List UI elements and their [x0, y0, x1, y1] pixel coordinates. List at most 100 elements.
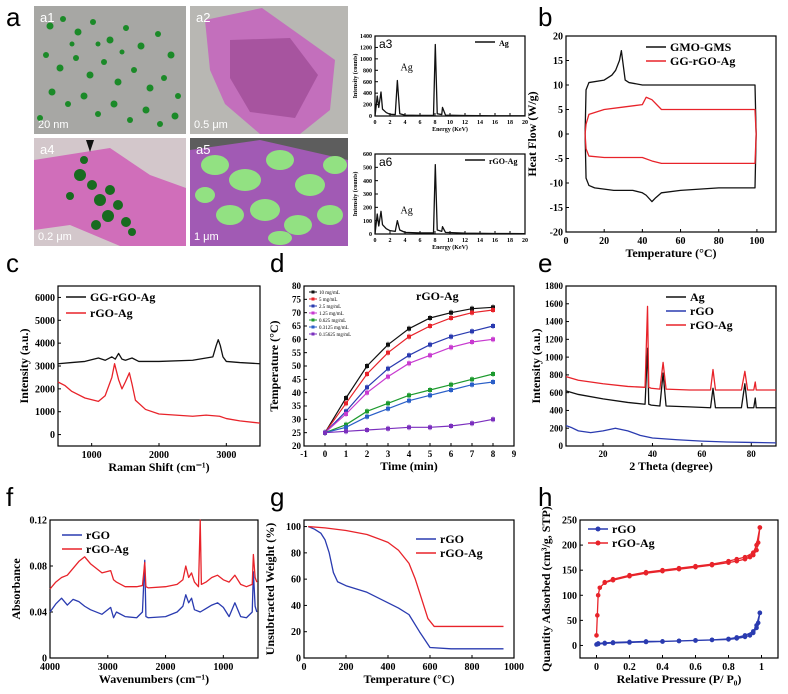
x-axis-label: Time (min): [380, 459, 437, 473]
legend-entry: 1.25 mg/mL: [319, 312, 344, 317]
legend-entry: 10 mg/mL: [319, 291, 340, 296]
legend-marker: [311, 332, 315, 336]
micrograph-scale-a4: 0.2 μm: [38, 231, 72, 243]
data-point: [734, 556, 740, 562]
y-tick-label: 500: [363, 165, 372, 171]
x-tick-label: 0: [323, 449, 328, 459]
y-tick-label: 200: [550, 423, 564, 433]
y-axis-label: Temperature (°C): [267, 320, 281, 411]
x-tick-label: 2: [389, 120, 392, 126]
y-tick-label: 75: [292, 294, 302, 304]
x-tick-label: 12: [462, 238, 468, 244]
legend-entry: 2.5 mg/mL: [319, 305, 341, 310]
y-tick-label: 20: [291, 627, 301, 638]
y-tick-label: 4000: [35, 339, 55, 350]
micrograph-label-a5: a5: [196, 142, 210, 157]
x-tick-label: 3000: [216, 450, 236, 461]
data-point: [742, 554, 748, 560]
y-tick-label: 0: [572, 641, 577, 652]
series-line: [565, 424, 777, 444]
y-tick-label: -15: [550, 203, 563, 214]
x-tick-label: 40: [637, 236, 647, 247]
legend-entry: rGO: [690, 304, 714, 318]
series-line: [49, 559, 258, 619]
x-tick-label: 1: [759, 662, 764, 673]
x-tick-label: 0: [564, 236, 569, 247]
peak-annotation: Ag: [401, 205, 413, 216]
micrograph-label-a1: a1: [40, 10, 54, 25]
y-tick-label: 40: [292, 388, 302, 398]
x-tick-label: 18: [507, 120, 513, 126]
data-point: [602, 579, 608, 585]
y-tick-label: 5: [558, 105, 563, 116]
x-tick-label: 8: [434, 120, 437, 126]
data-point: [594, 633, 599, 638]
micrograph-scale-a1: 20 nm: [38, 119, 69, 131]
micrograph-scale-a2: 0.5 μm: [194, 119, 228, 131]
series-line: [584, 96, 757, 165]
legend-marker: [595, 526, 601, 532]
x-tick-label: 3: [386, 449, 391, 459]
data-point: [643, 569, 649, 575]
x-tick-label: 0.4: [656, 662, 669, 673]
x-tick-label: 8: [491, 449, 496, 459]
chart-c: 1000 2000 3000 0 1000 2000 3000 4000 5000 6000 Ram…: [17, 285, 261, 474]
y-tick-label: 100: [363, 219, 372, 225]
data-point: [709, 561, 715, 567]
legend-entry: GG-rGO-Ag: [90, 290, 155, 304]
data-point: [597, 585, 603, 591]
x-tick-label: 0: [594, 662, 599, 673]
y-tick-label: 80: [291, 548, 301, 559]
panel-label-h: h: [538, 482, 552, 512]
legend-entry: rGO-Ag: [440, 546, 483, 560]
data-point: [595, 592, 601, 598]
x-tick-label: 16: [492, 120, 498, 126]
y-tick-label: 1400: [360, 34, 372, 40]
y-tick-label: 50: [567, 616, 577, 627]
y-tick-label: 0: [42, 654, 47, 665]
chart-h: 0 0.2 0.4 0.6 0.8 1 0 50 100 150 200 250 Relative Pr…: [539, 506, 779, 686]
y-tick-label: -10: [550, 179, 563, 190]
y-axis-label: Absorbance: [9, 558, 23, 620]
data-point: [734, 635, 740, 640]
x-tick-label: 100: [749, 236, 764, 247]
y-tick-label: 400: [363, 179, 372, 185]
y-tick-label: 1000: [545, 352, 564, 362]
peak-annotation: Ag: [401, 63, 413, 74]
y-tick-label: 0: [296, 654, 301, 665]
y-tick-label: 100: [286, 522, 301, 533]
panel-label-b: b: [538, 2, 552, 32]
x-tick-label: 1000: [82, 450, 102, 461]
x-tick-label: 20: [599, 236, 609, 247]
chart-title: rGO-Ag: [416, 289, 459, 303]
data-point: [742, 633, 748, 638]
x-tick-label: 400: [381, 662, 396, 673]
data-point: [754, 547, 759, 553]
micrograph-a4: a4 0.2 μm: [34, 138, 186, 246]
x-tick-label: 1000: [504, 662, 524, 673]
charts-layer: 0 2 4 6 8 10 12 14 16 18 2002004006008001000120014…: [9, 32, 779, 686]
x-tick-label: 0: [374, 238, 377, 244]
x-tick-label: 2000: [149, 450, 169, 461]
y-tick-label: 15: [553, 56, 563, 67]
data-point: [610, 640, 616, 646]
y-tick-label: 2000: [35, 384, 55, 395]
x-tick-label: 10: [447, 120, 453, 126]
series-line: [565, 305, 776, 391]
x-tick-label: 14: [477, 238, 483, 244]
x-tick-label: 20: [522, 120, 528, 126]
x-tick-label: -1: [300, 449, 308, 459]
y-tick-label: 1000: [35, 407, 55, 418]
y-tick-label: 1000: [360, 57, 372, 63]
series-line: [374, 164, 526, 235]
y-tick-label: 1400: [545, 317, 564, 327]
chart-frame: [57, 285, 261, 447]
y-tick-label: 5000: [35, 316, 55, 327]
y-tick-label: 6000: [35, 293, 55, 304]
x-tick-label: 4: [404, 238, 407, 244]
legend-entry: rGO-Ag: [86, 542, 129, 556]
series-line: [308, 525, 504, 628]
x-tick-label: 60: [697, 449, 707, 459]
series-line: [584, 50, 757, 203]
legend-marker: [311, 297, 315, 301]
